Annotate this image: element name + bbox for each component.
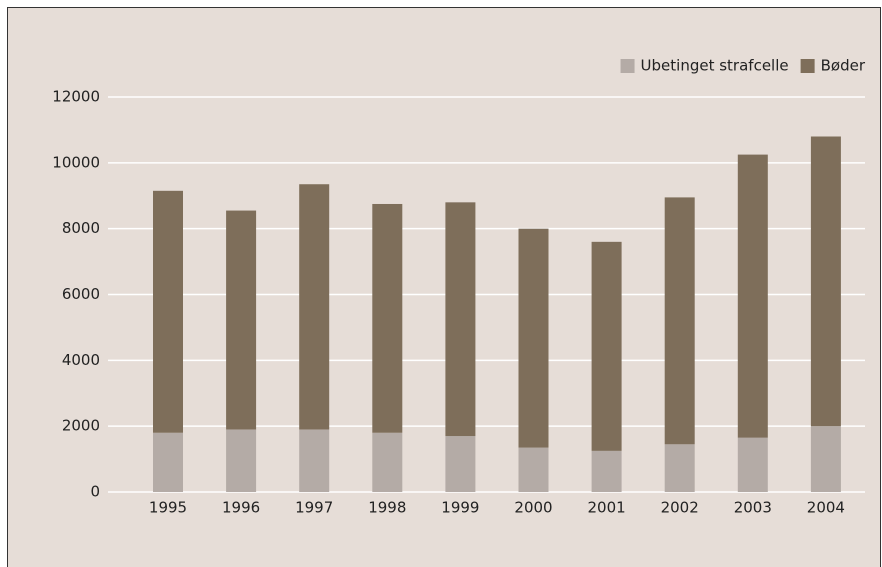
y-tick-label: 8000 <box>62 219 100 237</box>
bar-segment <box>153 432 183 492</box>
bar-segment <box>810 426 841 492</box>
x-tick-label: 2004 <box>807 499 845 517</box>
y-tick-label: 4000 <box>62 351 100 369</box>
bar-segment <box>518 228 549 448</box>
x-tick-label: 2003 <box>734 499 772 517</box>
bar-segment <box>153 190 183 433</box>
bar-segment <box>445 436 476 492</box>
bar-segment <box>372 203 403 433</box>
bar-segment <box>372 432 403 492</box>
bar-segment <box>518 447 549 492</box>
y-tick-label: 10000 <box>52 153 100 171</box>
bar-segment <box>591 241 622 451</box>
legend-label: Ubetinget strafcelle <box>641 57 789 75</box>
y-tick-label: 12000 <box>52 88 100 106</box>
x-tick-label: 1997 <box>295 499 333 517</box>
x-tick-label: 1999 <box>441 499 479 517</box>
legend-label: Bøder <box>821 57 866 75</box>
bar-segment <box>226 429 257 492</box>
bar-segment <box>664 444 695 492</box>
legend-swatch <box>800 59 815 73</box>
x-tick-label: 1998 <box>368 499 406 517</box>
bar-segment <box>445 202 476 437</box>
x-tick-label: 2002 <box>661 499 699 517</box>
bar-segment <box>299 184 330 430</box>
y-tick-label: 0 <box>90 483 100 501</box>
y-tick-label: 2000 <box>62 417 100 435</box>
bar-segment <box>737 437 768 492</box>
bar-segment <box>226 210 257 430</box>
x-tick-label: 1996 <box>222 499 260 517</box>
x-tick-label: 2000 <box>514 499 552 517</box>
bar-segment <box>810 136 841 427</box>
bar-segment <box>591 450 622 492</box>
bar-segment <box>299 429 330 492</box>
x-tick-label: 1995 <box>149 499 187 517</box>
bar-segment <box>664 197 695 445</box>
x-tick-label: 2001 <box>588 499 626 517</box>
y-tick-label: 6000 <box>62 285 100 303</box>
bar-segment <box>737 154 768 438</box>
legend-swatch <box>620 59 635 73</box>
